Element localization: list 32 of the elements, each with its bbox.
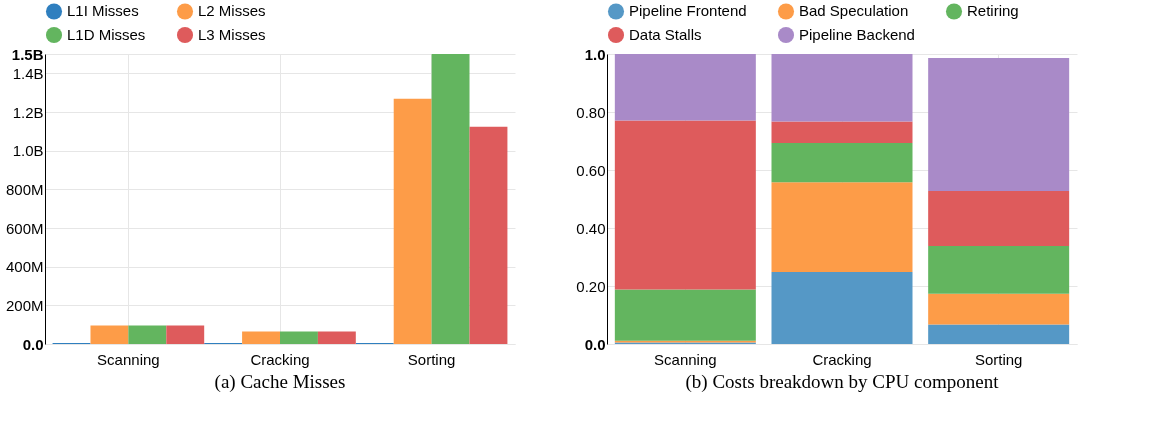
y-tick-label: 1.5B — [11, 45, 44, 63]
y-tick-label: 1.0B — [12, 142, 44, 160]
legend-label: L1D Misses — [67, 26, 146, 43]
y-tick-label: 1.0 — [584, 45, 606, 63]
y-tick-label: 0.20 — [576, 277, 606, 295]
y-tick-label: 800M — [5, 180, 44, 198]
legend-label: Retiring — [967, 2, 1019, 20]
y-tick-label: 0.80 — [576, 103, 606, 121]
legend-label: L3 Misses — [198, 26, 266, 43]
text: (b) Costs breakdown by CPU component — [685, 371, 1000, 393]
legend-label: Pipeline Backend — [799, 26, 915, 43]
y-tick-label: 0.60 — [576, 161, 606, 179]
y-tick-label: 600M — [5, 219, 44, 237]
legend-label: Data Stalls — [629, 26, 702, 43]
legend-label: L1I Misses — [67, 2, 139, 20]
legend-label: Bad Speculation — [799, 2, 909, 20]
y-tick-label: 1.2B — [12, 103, 44, 121]
text: (a) Cache Misses — [214, 371, 346, 393]
y-tick-label: 200M — [5, 296, 44, 314]
y-tick-label: 0.0 — [584, 335, 606, 353]
x-tick-label: Sorting — [407, 350, 456, 368]
x-tick-label: Scanning — [654, 350, 717, 368]
legend-label: L2 Misses — [198, 2, 266, 20]
y-tick-label: 0.0 — [22, 335, 44, 353]
y-tick-label: 1.4B — [12, 64, 44, 82]
y-tick-label: 400M — [5, 258, 44, 276]
x-tick-label: Cracking — [812, 350, 872, 368]
x-tick-label: Cracking — [250, 350, 310, 368]
x-tick-label: Sorting — [974, 350, 1023, 368]
legend-label: Pipeline Frontend — [629, 2, 747, 20]
y-tick-label: 0.40 — [576, 219, 606, 237]
x-tick-label: Scanning — [97, 350, 160, 368]
